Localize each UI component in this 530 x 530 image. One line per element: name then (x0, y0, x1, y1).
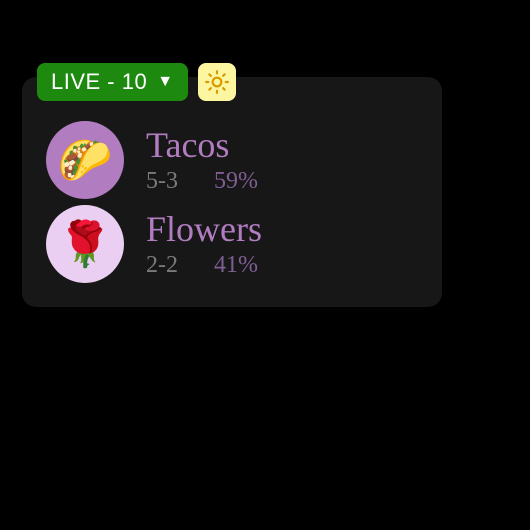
team-row[interactable]: 🌹 Flowers 2-2 41% (46, 205, 442, 283)
team-stats: 5-3 59% (146, 168, 258, 194)
live-dropdown[interactable]: LIVE - 10 ▼ (37, 63, 188, 101)
team-stats: 2-2 41% (146, 252, 262, 278)
teams-list: 🌮 Tacos 5-3 59% 🌹 Flowers 2-2 41% (22, 77, 442, 283)
team-info: Flowers 2-2 41% (146, 210, 262, 278)
taco-icon: 🌮 (58, 134, 113, 186)
rose-icon: 🌹 (58, 218, 113, 270)
card-header: LIVE - 10 ▼ (37, 63, 236, 101)
team-percentage: 59% (214, 168, 258, 194)
team-row[interactable]: 🌮 Tacos 5-3 59% (46, 121, 442, 199)
sun-icon (204, 69, 230, 95)
team-info: Tacos 5-3 59% (146, 126, 258, 194)
live-label: LIVE - 10 (51, 71, 147, 93)
score-card: LIVE - 10 ▼ 🌮 Tacos (22, 77, 442, 307)
weather-button[interactable] (198, 63, 236, 101)
team-name: Tacos (146, 126, 258, 166)
team-record: 5-3 (146, 168, 178, 194)
team-name: Flowers (146, 210, 262, 250)
team-avatar: 🌮 (46, 121, 124, 199)
team-percentage: 41% (214, 252, 258, 278)
team-record: 2-2 (146, 252, 178, 278)
team-avatar: 🌹 (46, 205, 124, 283)
chevron-down-icon: ▼ (157, 74, 173, 90)
